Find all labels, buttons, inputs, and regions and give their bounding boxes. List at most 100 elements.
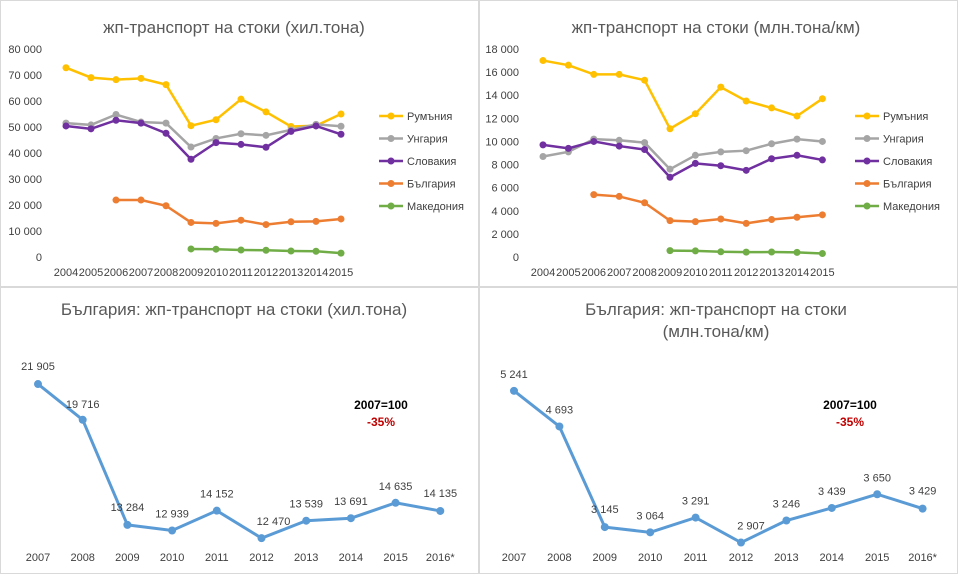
chart1-xtick: 2007 xyxy=(129,267,153,279)
chart1-legend-marker xyxy=(387,135,395,142)
chart2-point xyxy=(666,217,674,225)
chart2-ytick: 18 000 xyxy=(485,44,519,56)
chart4-point xyxy=(510,386,518,395)
chart2-point xyxy=(818,211,826,219)
chart4-xtick: 2007 xyxy=(502,552,526,564)
chart1-point xyxy=(112,76,120,84)
chart1-xtick: 2008 xyxy=(154,267,178,279)
chart2-xtick: 2012 xyxy=(734,267,758,279)
chart4-point xyxy=(600,523,609,532)
chart3-xtick: 2012 xyxy=(249,552,273,564)
chart1-xtick: 2015 xyxy=(329,267,353,279)
chart4-xtick: 2009 xyxy=(593,552,617,564)
chart4-data-label: 4 693 xyxy=(546,404,574,416)
chart2-xtick: 2005 xyxy=(556,267,580,279)
chart2-point xyxy=(666,125,674,133)
chart3-data-label: 12 470 xyxy=(257,516,291,528)
chart3-data-label: 13 691 xyxy=(334,496,368,508)
chart2-legend-marker xyxy=(863,157,871,165)
chart2-point xyxy=(742,166,750,174)
chart1-legend-label: Македония xyxy=(407,201,464,213)
chart1-ytick: 40 000 xyxy=(8,148,42,160)
chart4-point xyxy=(646,528,655,537)
chart2-xtick: 2013 xyxy=(759,267,783,279)
chart3-data-label: 12 939 xyxy=(155,508,189,520)
chart3-title: България: жп-транспорт на стоки (хил.тон… xyxy=(61,300,407,319)
chart1-xtick: 2013 xyxy=(279,267,303,279)
chart1-point xyxy=(212,139,220,147)
chart1-xtick: 2005 xyxy=(79,267,103,279)
chart2-point xyxy=(666,165,674,173)
chart1-point xyxy=(262,143,270,151)
chart2-ytick: 14 000 xyxy=(485,90,519,102)
chart3-point xyxy=(168,526,177,535)
chart2-series-line xyxy=(542,59,824,131)
chart2-point xyxy=(768,104,776,112)
chart3-annotation-base: 2007=100 xyxy=(354,398,408,412)
chart2-legend-marker xyxy=(863,180,871,187)
chart2-legend-marker xyxy=(863,202,871,210)
chart3-point xyxy=(436,506,445,515)
chart2-point xyxy=(641,199,649,207)
chart1-point xyxy=(137,196,145,204)
chart4-annotation-base: 2007=100 xyxy=(823,398,877,412)
chart1-point xyxy=(262,131,270,139)
chart2-point xyxy=(615,136,623,144)
chart2-point xyxy=(615,70,623,78)
chart2-point xyxy=(691,110,699,118)
chart1-point xyxy=(62,64,70,72)
chart2-ytick: 6 000 xyxy=(491,183,519,195)
chart1-ytick: 0 xyxy=(36,252,42,264)
chart4-data-label: 3 064 xyxy=(636,510,664,522)
chart2-point xyxy=(768,248,776,256)
chart3-xtick: 2014 xyxy=(339,552,363,564)
chart2-legend-label: Словакия xyxy=(883,156,932,168)
chart3-xtick: 2009 xyxy=(115,552,139,564)
chart2-ytick: 16 000 xyxy=(485,67,519,79)
chart2-legend-label: Румъния xyxy=(883,111,928,123)
chart1-point xyxy=(187,155,195,163)
chart3-data-label: 13 284 xyxy=(111,502,145,514)
chart2-point xyxy=(818,156,826,164)
chart1-ytick: 50 000 xyxy=(8,122,42,134)
chart1-point xyxy=(162,129,170,137)
chart2-legend-label: Македония xyxy=(883,201,940,213)
chart1-point xyxy=(237,95,245,103)
chart1-point xyxy=(337,130,345,138)
chart1-point xyxy=(237,130,245,138)
chart1-xtick: 2014 xyxy=(304,267,328,279)
chart2-point xyxy=(641,146,649,154)
chart1-legend-label: България xyxy=(407,179,456,191)
chart4-data-label: 3 246 xyxy=(773,499,801,511)
chart1-legend-marker xyxy=(387,202,395,210)
chart2-point xyxy=(590,137,598,145)
chart1-ytick: 30 000 xyxy=(8,174,42,186)
chart2-legend-label: България xyxy=(883,179,932,191)
chart1-legend-marker xyxy=(387,157,395,165)
chart1-point xyxy=(337,110,345,118)
chart1-point xyxy=(287,218,295,226)
chart1-point xyxy=(312,122,320,130)
chart2-point xyxy=(641,76,649,84)
chart1-point xyxy=(262,246,270,254)
chart3-data-label: 21 905 xyxy=(21,361,55,373)
chart1-ytick: 10 000 xyxy=(8,226,42,238)
chart2-point xyxy=(793,112,801,120)
chart3-point xyxy=(391,498,400,507)
chart2-xtick: 2015 xyxy=(810,267,834,279)
chart4-data-label: 5 241 xyxy=(500,369,528,381)
chart2-xtick: 2009 xyxy=(658,267,682,279)
chart1-point xyxy=(312,217,320,225)
chart1-point xyxy=(312,247,320,255)
chart4-data-label: 3 439 xyxy=(818,486,846,498)
chart1-point xyxy=(137,119,145,127)
chart3-series-line xyxy=(37,382,441,540)
chart1-xtick: 2012 xyxy=(254,267,278,279)
chart2-point xyxy=(590,70,598,78)
chart3-plot: 21 905 19 716 13 284 12 939 14 152 12 470 13 5… xyxy=(21,361,457,564)
chart1-ytick: 20 000 xyxy=(8,200,42,212)
chart2-point xyxy=(818,95,826,103)
chart1-legend-label: Румъния xyxy=(407,111,452,123)
chart4-point xyxy=(827,503,836,512)
chart1-point xyxy=(262,221,270,229)
